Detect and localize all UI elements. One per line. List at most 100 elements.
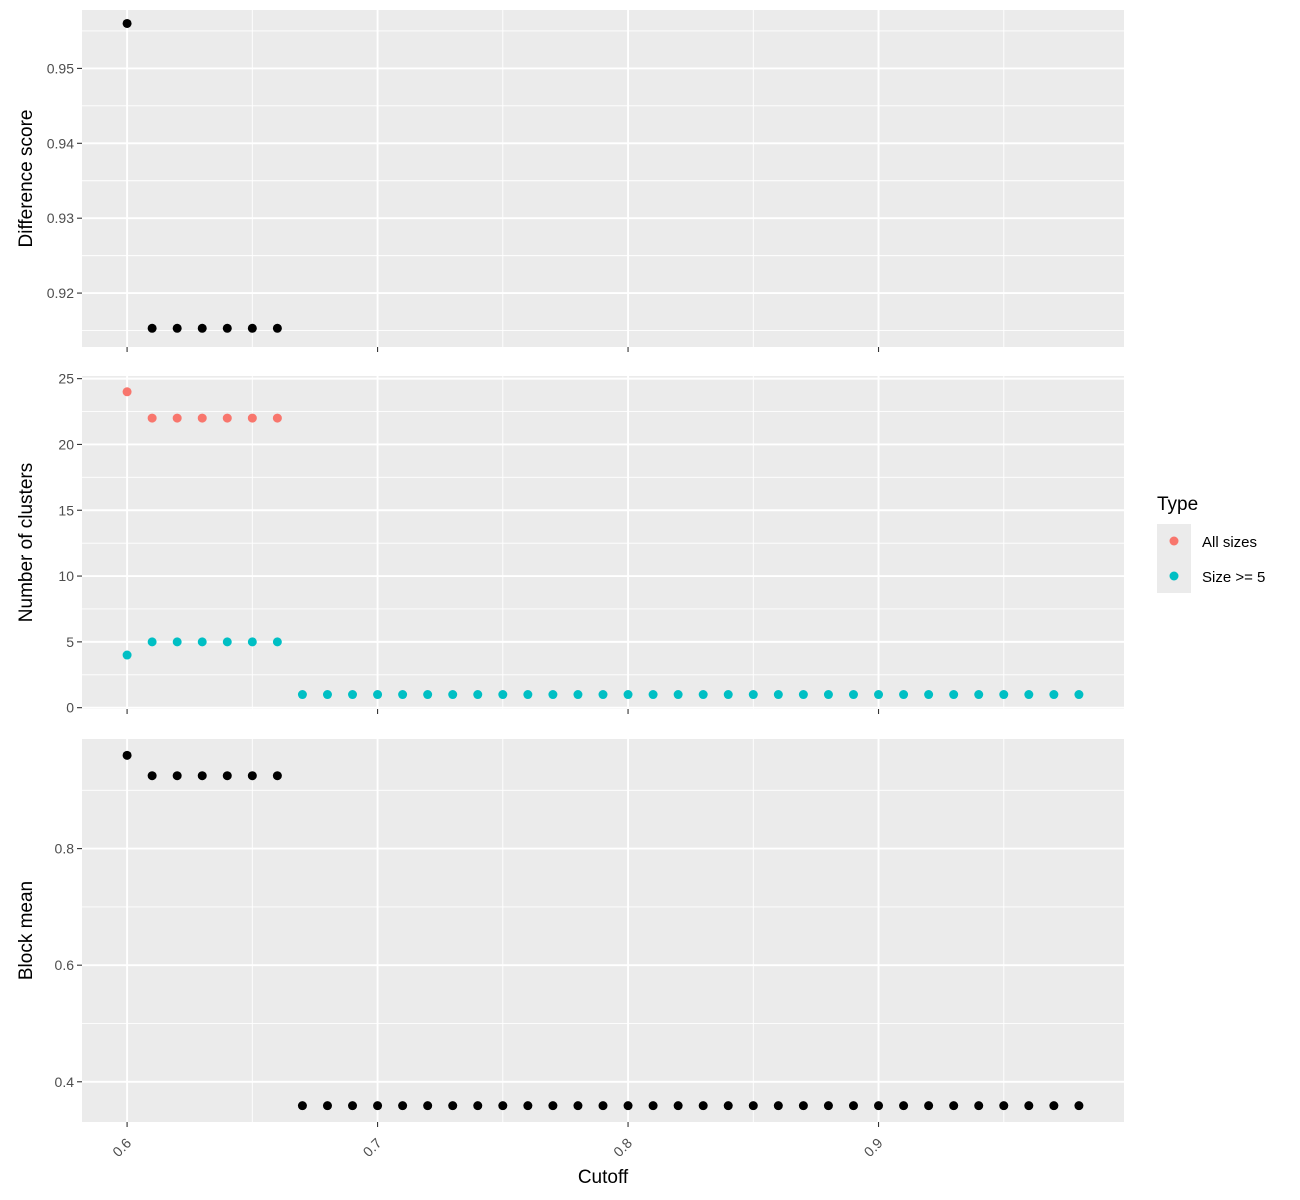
- panel-number-of-clusters: 0 5 10 15 20 25 Number of clusters: [16, 371, 1124, 716]
- data-point: [899, 1101, 909, 1111]
- legend-title: Type: [1157, 494, 1198, 515]
- data-point: [398, 690, 408, 700]
- y-tick-label: 15: [58, 502, 74, 518]
- data-point: [598, 690, 608, 700]
- data-point: [924, 690, 934, 700]
- x-axis-ticks: [126, 347, 880, 352]
- data-point: [748, 690, 758, 700]
- panel-block-mean: 0.4 0.6 0.8 Block mean: [16, 739, 1124, 1127]
- data-point: [348, 1101, 358, 1111]
- legend-key-size-5: [1169, 571, 1179, 581]
- data-point: [172, 771, 182, 781]
- data-point: [1049, 1101, 1059, 1111]
- y-axis: 0.4 0.6 0.8: [55, 841, 82, 1090]
- data-point: [548, 690, 558, 700]
- data-point: [949, 1101, 959, 1111]
- data-point: [222, 637, 232, 647]
- legend-label-all-sizes: All sizes: [1202, 534, 1257, 551]
- y-tick-label: 0.92: [47, 285, 74, 301]
- y-tick-label: 5: [66, 634, 74, 650]
- y-axis: 0 5 10 15 20 25: [58, 371, 82, 716]
- data-point: [222, 413, 232, 423]
- data-point: [172, 323, 182, 333]
- y-tick-label: 10: [58, 568, 74, 584]
- data-point: [147, 637, 157, 647]
- data-point: [272, 413, 282, 423]
- y-tick-label: 20: [58, 436, 74, 452]
- data-point: [373, 1101, 383, 1111]
- legend-key-all-sizes: [1169, 536, 1179, 546]
- data-point: [498, 1101, 508, 1111]
- data-point: [773, 1101, 783, 1111]
- y-tick-label: 0.4: [55, 1074, 75, 1090]
- data-point: [423, 690, 433, 700]
- data-point: [949, 690, 959, 700]
- data-point: [1024, 690, 1034, 700]
- data-point: [147, 771, 157, 781]
- data-point: [1074, 1101, 1084, 1111]
- data-point: [222, 771, 232, 781]
- data-point: [924, 1101, 934, 1111]
- data-point: [723, 1101, 733, 1111]
- legend-label-size-5: Size >= 5: [1202, 569, 1265, 586]
- data-point: [999, 690, 1009, 700]
- data-point: [197, 771, 207, 781]
- data-point: [648, 690, 658, 700]
- data-point: [448, 1101, 458, 1111]
- data-point: [247, 771, 257, 781]
- panel-points: [122, 387, 1084, 700]
- data-point: [523, 1101, 533, 1111]
- data-point: [473, 690, 483, 700]
- data-point: [748, 1101, 758, 1111]
- y-axis-title: Difference score: [16, 110, 37, 248]
- y-tick-label: 0.93: [47, 210, 74, 226]
- data-point: [122, 18, 132, 28]
- data-point: [297, 1101, 307, 1111]
- data-point: [373, 690, 383, 700]
- data-point: [548, 1101, 558, 1111]
- data-point: [122, 650, 132, 660]
- y-axis-title: Block mean: [16, 881, 37, 980]
- data-point: [398, 1101, 408, 1111]
- data-point: [999, 1101, 1009, 1111]
- data-point: [322, 690, 332, 700]
- panel-grid: [82, 10, 1124, 347]
- x-axis-ticks: [126, 709, 880, 714]
- y-tick-label: 0.95: [47, 60, 74, 76]
- panel-points: [122, 750, 1084, 1111]
- y-tick-label: 0.6: [55, 957, 75, 973]
- data-point: [122, 750, 132, 760]
- data-point: [623, 690, 633, 700]
- data-point: [798, 690, 808, 700]
- data-point: [448, 690, 458, 700]
- data-point: [322, 1101, 332, 1111]
- data-point: [573, 690, 583, 700]
- data-point: [197, 637, 207, 647]
- data-point: [874, 690, 884, 700]
- data-point: [698, 1101, 708, 1111]
- data-point: [823, 1101, 833, 1111]
- panel-difference-score: 0.92 0.93 0.94 0.95 Difference score: [16, 10, 1124, 352]
- panel-background: [82, 10, 1124, 347]
- data-point: [573, 1101, 583, 1111]
- data-point: [197, 413, 207, 423]
- data-point: [147, 413, 157, 423]
- data-point: [197, 323, 207, 333]
- data-point: [673, 690, 683, 700]
- data-point: [874, 1101, 884, 1111]
- panel-grid: [82, 739, 1124, 1122]
- data-point: [222, 323, 232, 333]
- data-point: [1049, 690, 1059, 700]
- data-point: [698, 690, 708, 700]
- data-point: [247, 323, 257, 333]
- data-point: [623, 1101, 633, 1111]
- data-point: [272, 771, 282, 781]
- legend: Type All sizes Size >= 5: [1157, 494, 1265, 593]
- data-point: [172, 637, 182, 647]
- x-axis-title: Cutoff: [578, 1167, 629, 1188]
- y-tick-label: 0.94: [47, 135, 74, 151]
- data-point: [172, 413, 182, 423]
- data-point: [247, 637, 257, 647]
- data-point: [272, 323, 282, 333]
